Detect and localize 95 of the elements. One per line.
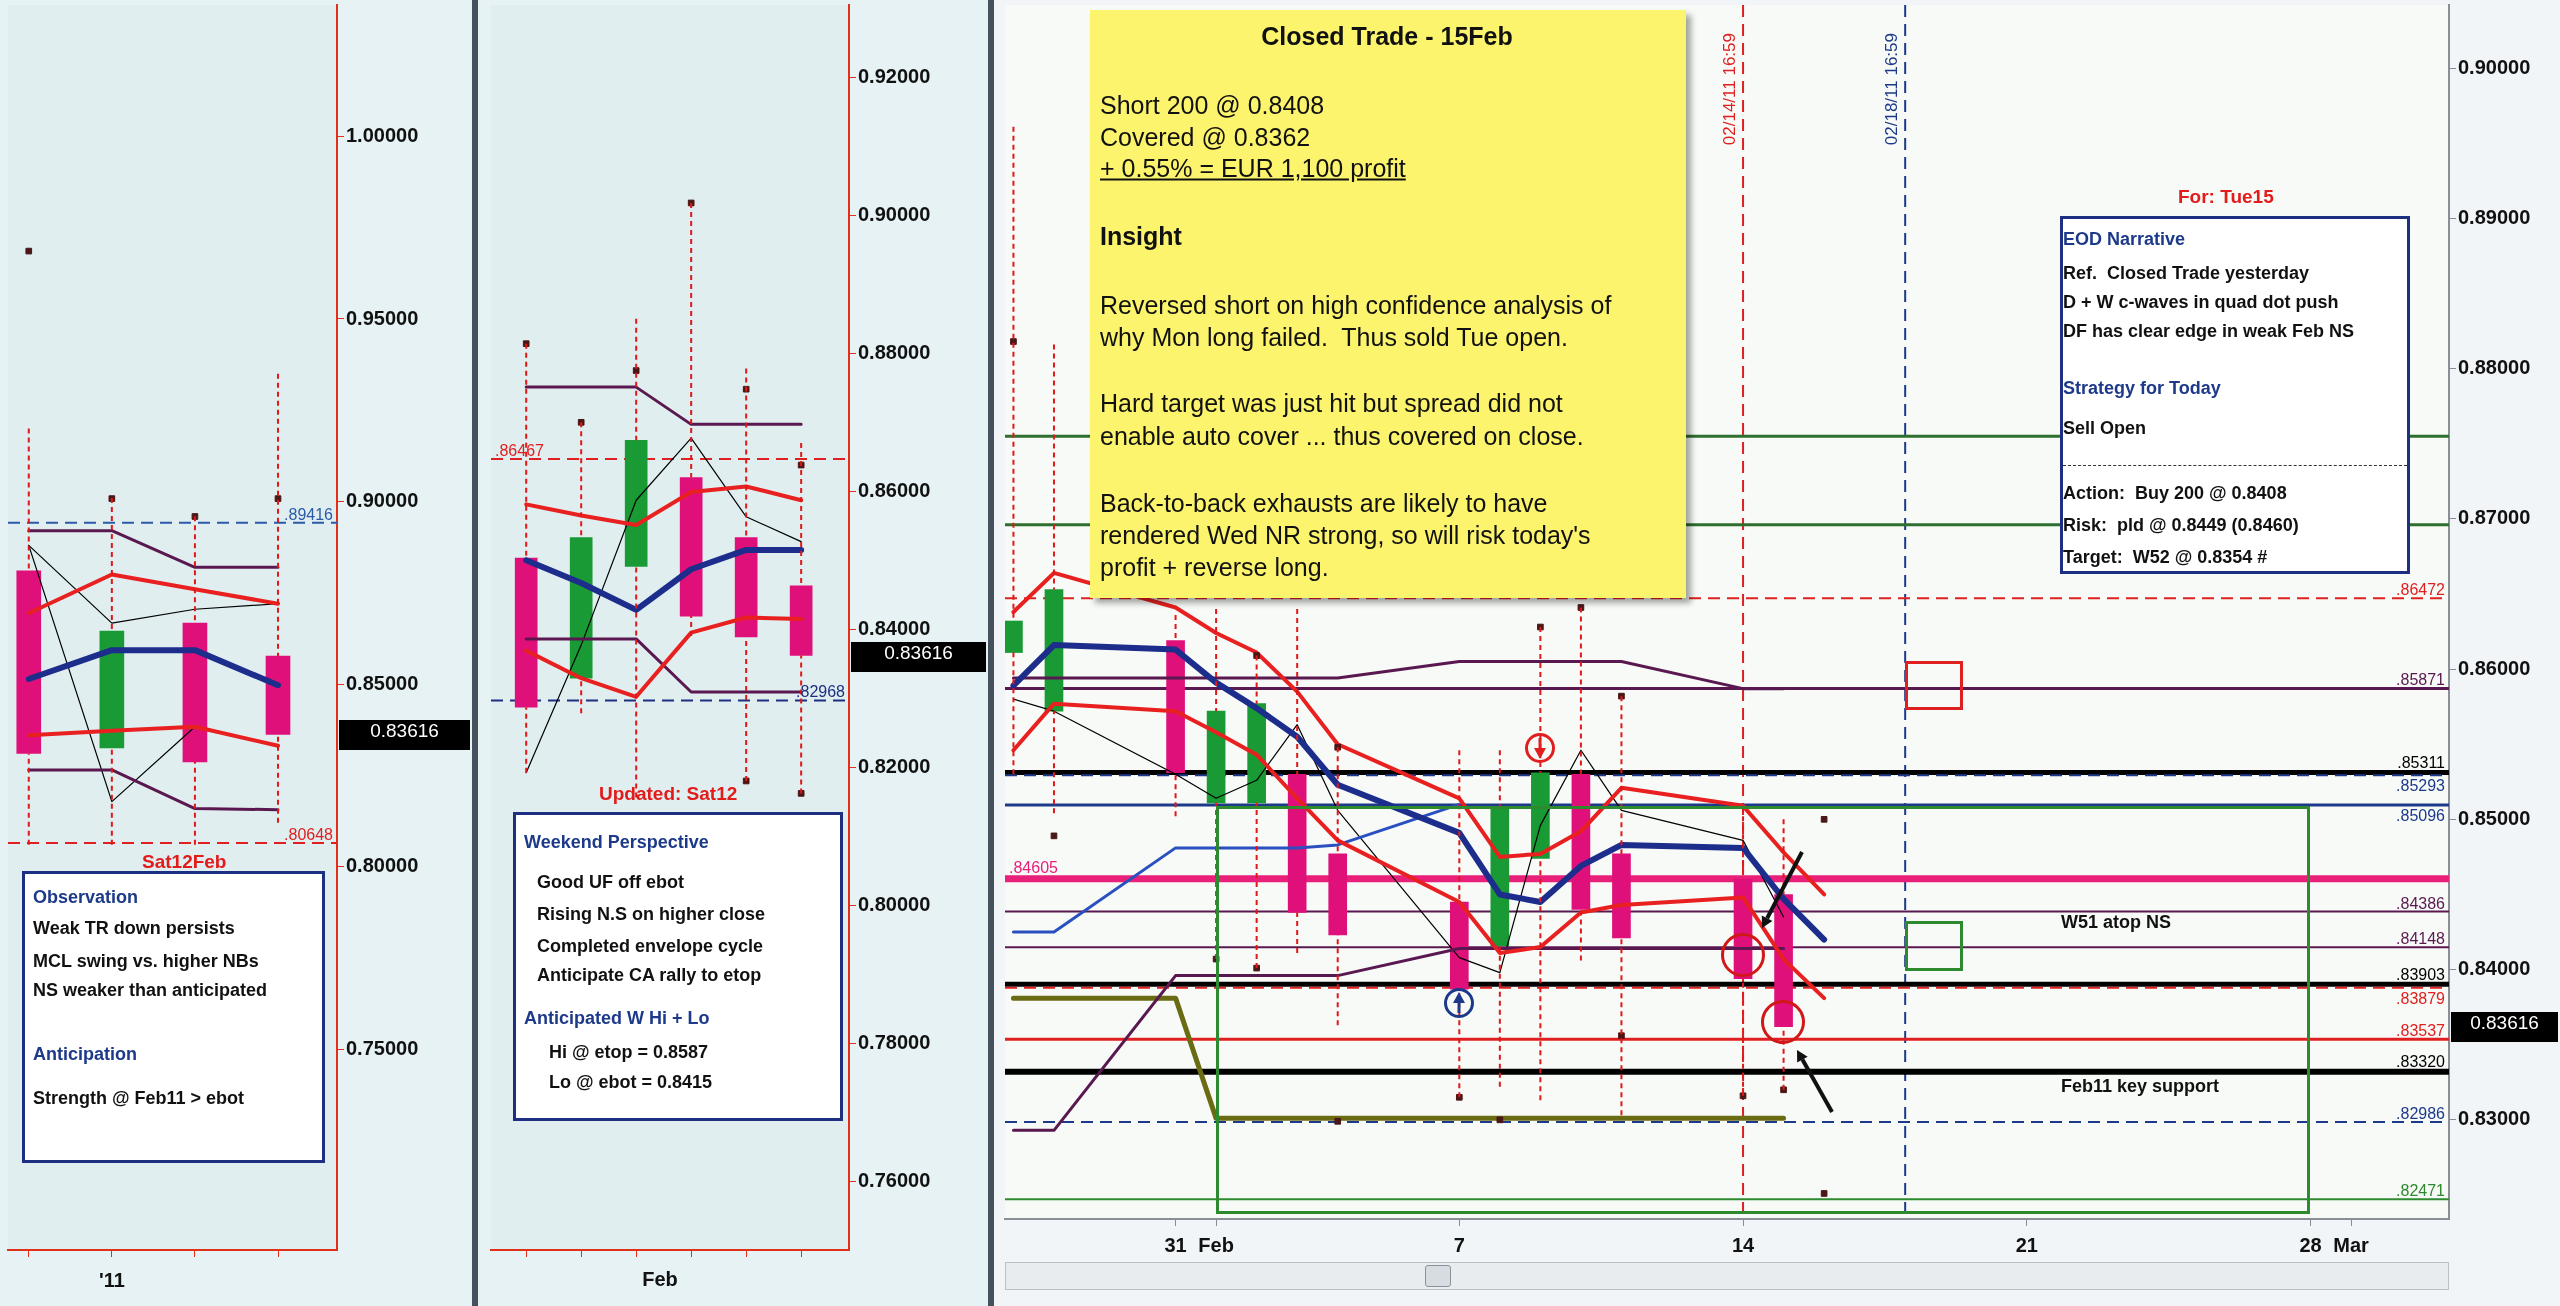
annotation: Weekend Perspective xyxy=(524,831,709,853)
y-tick-label: 0.90000 xyxy=(2458,55,2531,78)
x-tick-label: '11 xyxy=(98,1268,125,1291)
x-tick-label: 28 xyxy=(2299,1233,2322,1256)
annotation: Updated: Sat12 xyxy=(599,783,738,805)
annotation: Rising N.S on higher close xyxy=(537,903,766,925)
annotation: Feb11 key support xyxy=(2061,1075,2220,1097)
ref-line-label: .85311 xyxy=(2397,754,2446,772)
y-tick-label: 0.90000 xyxy=(858,202,931,225)
ref-line-label: .80648 xyxy=(284,825,334,843)
y-tick-label: 0.83000 xyxy=(2458,1107,2531,1130)
x-tick-label: Mar xyxy=(2333,1233,2370,1256)
annotation: Reversed short on high confidence analysis of xyxy=(1100,290,1612,320)
annotation: Risk: pld @ 0.8449 (0.8460) xyxy=(2063,514,2299,536)
annotation: Anticipated W Hi + Lo xyxy=(524,1007,710,1029)
annotation: Good UF off ebot xyxy=(537,871,684,893)
y-tick-label: 0.86000 xyxy=(2458,656,2531,679)
ref-line-label: .82986 xyxy=(2396,1104,2446,1122)
y-tick-label: 0.84000 xyxy=(2458,957,2531,980)
y-tick-label: 0.92000 xyxy=(858,64,931,87)
annotation: + 0.55% = EUR 1,100 profit xyxy=(1100,153,1406,183)
x-tick-label: 31 xyxy=(1164,1233,1187,1256)
ref-line-label: .86467 xyxy=(495,442,545,460)
ref-line-label: .83320 xyxy=(2396,1052,2446,1070)
ref-line-label: .82471 xyxy=(2396,1182,2446,1200)
annotation: Strength @ Feb11 > ebot xyxy=(33,1087,245,1109)
annotation: Target: W52 @ 0.8354 # xyxy=(2063,546,2268,568)
ref-line-label: .85096 xyxy=(2396,807,2446,825)
annotation: Covered @ 0.8362 xyxy=(1100,122,1311,152)
y-tick-label: 0.80000 xyxy=(858,892,931,915)
annotation: profit + reverse long. xyxy=(1100,552,1329,582)
ref-line-label: .84605 xyxy=(1009,859,1059,877)
annotation: Action: Buy 200 @ 0.8408 xyxy=(2063,482,2287,504)
ref-line-label: .89416 xyxy=(284,505,334,523)
annotation: enable auto cover ... thus covered on close. xyxy=(1100,421,1584,451)
annotation: NS weaker than anticipated xyxy=(33,979,268,1001)
annotation: Hard target was just hit but spread did not xyxy=(1100,388,1563,418)
text: 0.83616 xyxy=(2451,1012,2558,1042)
annotation: Sat12Feb xyxy=(142,851,227,873)
annotation: Lo @ ebot = 0.8415 xyxy=(549,1071,713,1093)
ref-line-label: .83903 xyxy=(2396,965,2446,983)
annotation: Weak TR down persists xyxy=(33,917,235,939)
ref-line-label: .83879 xyxy=(2396,989,2446,1007)
x-tick-label: Feb xyxy=(1198,1233,1234,1256)
annotation: D + W c-waves in quad dot push xyxy=(2063,291,2339,313)
ref-line-label: .84148 xyxy=(2396,930,2446,948)
ref-line-label: .84386 xyxy=(2396,894,2446,912)
y-tick-label: 1.00000 xyxy=(346,123,419,146)
annotation: MCL swing vs. higher NBs xyxy=(33,950,259,972)
annotation: rendered Wed NR strong, so will risk today's xyxy=(1100,520,1591,550)
x-tick-label: 14 xyxy=(1731,1233,1756,1256)
annotation: why Mon long failed. Thus sold Tue open. xyxy=(1100,322,1568,352)
y-tick-label: 0.80000 xyxy=(346,854,419,877)
ref-line-label: 02/18/11 16:59 xyxy=(1882,33,1902,146)
ref-line-label: .85871 xyxy=(2396,670,2446,688)
text: Feb xyxy=(642,1267,678,1291)
ref-line-label: .85293 xyxy=(2396,777,2446,795)
annotation: Hi @ etop = 0.8587 xyxy=(549,1041,709,1063)
annotation: DF has clear edge in weak Feb NS xyxy=(2063,320,2355,342)
y-tick-label: 0.82000 xyxy=(858,754,931,777)
y-tick-label: 0.85000 xyxy=(2458,806,2531,829)
y-tick-label: 0.88000 xyxy=(858,340,931,363)
annotation: Ref. Closed Trade yesterday xyxy=(2063,262,2310,284)
y-tick-label: 0.85000 xyxy=(346,671,419,694)
ref-line-label: 02/14/11 16:59 xyxy=(1720,33,1740,146)
annotation: Observation xyxy=(33,886,139,908)
x-tick-label: 7 xyxy=(1453,1233,1465,1256)
ref-line-label: .86472 xyxy=(2396,581,2446,599)
y-tick-label: 0.89000 xyxy=(2458,205,2531,228)
annotation: Sell Open xyxy=(2063,417,2147,439)
y-tick-label: 0.90000 xyxy=(346,489,419,512)
annotation: Short 200 @ 0.8408 xyxy=(1100,90,1325,120)
ref-line-label: .82968 xyxy=(796,683,846,701)
x-tick-label: 21 xyxy=(2015,1233,2038,1256)
annotation: W51 atop NS xyxy=(2061,911,2172,933)
annotation: EOD Narrative xyxy=(2063,228,2186,250)
annotation: Anticipate CA rally to etop xyxy=(537,964,762,986)
y-tick-label: 0.88000 xyxy=(2458,356,2531,379)
annotation: Closed Trade - 15Feb xyxy=(1261,21,1513,51)
y-tick-label: 0.84000 xyxy=(858,616,931,639)
y-tick-label: 0.86000 xyxy=(858,478,931,501)
annotation: Insight xyxy=(1100,221,1182,251)
y-tick-label: 0.75000 xyxy=(346,1036,419,1059)
ref-line-label: .83537 xyxy=(2396,1021,2446,1039)
annotation: Anticipation xyxy=(33,1043,137,1065)
text: 0.83616 xyxy=(851,642,986,672)
y-tick-label: 0.87000 xyxy=(2458,506,2531,529)
y-tick-label: 0.95000 xyxy=(346,306,419,329)
text: 0.83616 xyxy=(339,720,470,750)
y-tick-label: 0.76000 xyxy=(858,1168,931,1191)
annotation: Completed envelope cycle xyxy=(537,935,764,957)
annotation: Back-to-back exhausts are likely to have xyxy=(1100,488,1548,518)
annotation: For: Tue15 xyxy=(2178,186,2274,208)
annotation: Strategy for Today xyxy=(2063,377,2221,399)
y-tick-label: 0.78000 xyxy=(858,1030,931,1053)
